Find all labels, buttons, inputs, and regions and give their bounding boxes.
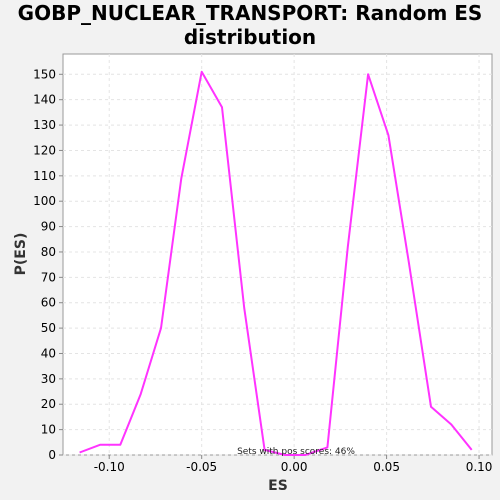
y-tick-label: 20 <box>41 397 56 411</box>
y-tick-label: 60 <box>41 296 56 310</box>
y-tick-label: 10 <box>41 423 56 437</box>
y-tick-label: 120 <box>33 143 56 157</box>
x-tick-label: 0.00 <box>281 460 308 474</box>
chart-title-line-2: distribution <box>184 25 316 49</box>
chart-title-line-1: GOBP_NUCLEAR_TRANSPORT: Random ES <box>18 1 483 25</box>
axis-ticks: 0 10 20 30 40 50 60 70 80 90 100 110 120 130 140 150 -0.… <box>33 67 492 474</box>
y-tick-label: 0 <box>48 448 56 462</box>
plot-area <box>62 53 493 456</box>
y-tick-label: 90 <box>41 220 56 234</box>
series-line <box>79 70 473 456</box>
grid-lines <box>63 54 492 456</box>
series-layer <box>79 70 473 456</box>
y-tick-label: 70 <box>41 270 56 284</box>
x-tick-label: 0.10 <box>466 460 493 474</box>
y-tick-label: 110 <box>33 169 56 183</box>
y-tick-label: 100 <box>33 194 56 208</box>
x-tick-label: 0.05 <box>373 460 400 474</box>
y-tick-label: 80 <box>41 245 56 259</box>
y-tick-label: 140 <box>33 93 56 107</box>
y-tick-label: 130 <box>33 118 56 132</box>
y-tick-label: 150 <box>33 67 56 81</box>
x-tick-label: -0.05 <box>186 460 217 474</box>
y-tick-label: 40 <box>41 346 56 360</box>
y-tick-label: 50 <box>41 321 56 335</box>
y-axis-label: P(ES) <box>13 233 29 276</box>
x-axis-label: ES <box>268 478 288 494</box>
y-tick-label: 30 <box>41 372 56 386</box>
annotation-pos-scores: Sets with pos scores: 46% <box>237 447 355 457</box>
x-tick-label: -0.10 <box>94 460 125 474</box>
